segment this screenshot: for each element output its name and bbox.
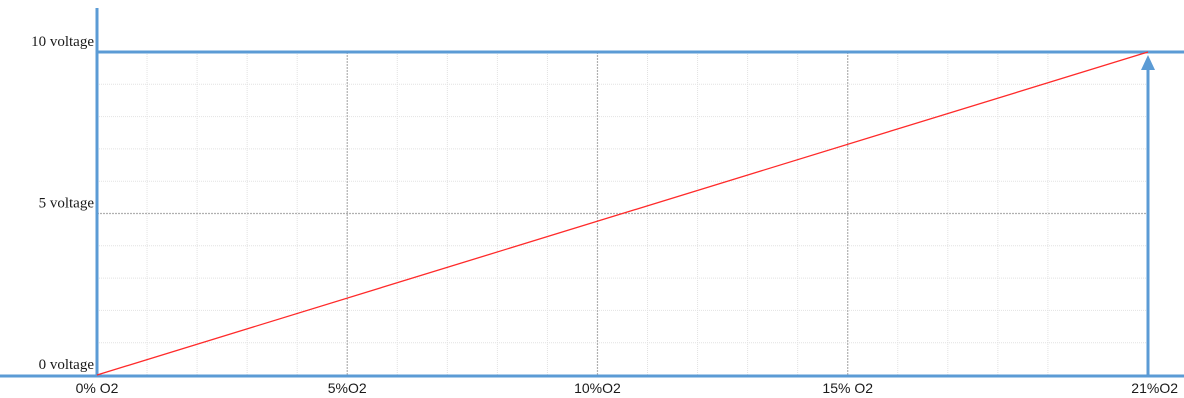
series-layer [96, 51, 1149, 376]
right-arrow-head [1141, 55, 1155, 70]
x-tick-label: 5%O2 [328, 380, 367, 396]
x-tick-label: 10%O2 [574, 380, 621, 396]
y-tick-label: 0 voltage [39, 357, 95, 373]
series-line [96, 51, 1149, 376]
y-tick-label: 10 voltage [31, 34, 94, 50]
x-tick-label: 21%O2 [1131, 380, 1178, 396]
axes-layer [0, 8, 1184, 378]
y-tick-label: 5 voltage [39, 196, 95, 212]
x-tick-label: 15% O2 [822, 380, 873, 396]
x-tick-label: 0% O2 [76, 380, 119, 396]
labels-layer: 0 voltage 5 voltage 10 voltage 0% O2 5%O2 10%… [31, 34, 1178, 396]
